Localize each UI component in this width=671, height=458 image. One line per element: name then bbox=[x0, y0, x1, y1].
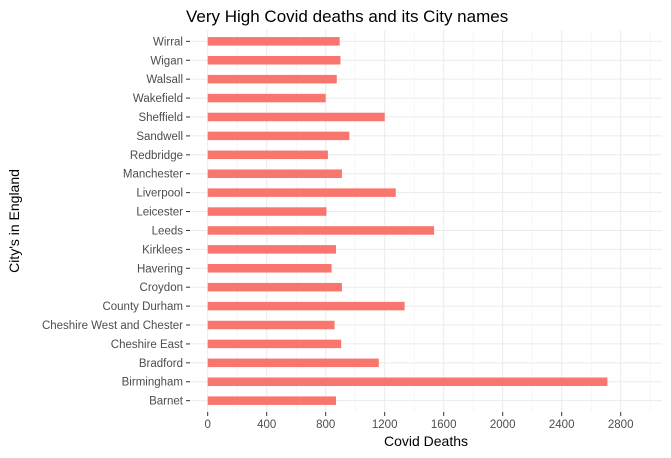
bar-redbridge bbox=[207, 150, 328, 160]
x-axis: 0 400 800 1200 1600 2000 2400 2800 bbox=[204, 412, 633, 431]
y-tick-label: Walsall bbox=[146, 74, 183, 86]
y-tick-label: Barnet bbox=[149, 396, 184, 408]
y-tick-label: Wirral bbox=[153, 36, 183, 48]
y-tick-label: Kirklees bbox=[142, 244, 183, 256]
bar-barnet bbox=[207, 396, 337, 405]
x-tick-label: 2000 bbox=[490, 419, 516, 431]
x-tick-label: 0 bbox=[204, 419, 210, 431]
bar-liverpool bbox=[207, 188, 396, 197]
x-axis-title: Covid Deaths bbox=[384, 433, 468, 449]
bar-wigan bbox=[207, 56, 341, 65]
y-tick-label: Bradford bbox=[139, 358, 183, 370]
bar-leeds bbox=[207, 226, 435, 235]
bar-sheffield bbox=[207, 112, 385, 122]
y-tick-label: Liverpool bbox=[136, 188, 183, 200]
bar-bradford bbox=[207, 358, 379, 368]
bar-havering bbox=[207, 264, 332, 273]
y-tick-label: Croydon bbox=[140, 282, 183, 294]
y-tick-label: Birmingham bbox=[122, 377, 183, 389]
y-tick-label: Cheshire West and Chester bbox=[42, 320, 183, 332]
x-tick-label: 800 bbox=[316, 419, 335, 431]
bar-cheshire-east bbox=[207, 339, 342, 349]
x-tick-label: 1200 bbox=[372, 419, 398, 431]
bars bbox=[207, 37, 608, 405]
bar-wirral bbox=[207, 37, 340, 46]
x-tick-label: 1600 bbox=[431, 419, 457, 431]
bar-leicester bbox=[207, 207, 327, 216]
y-axis-title: City's in England bbox=[6, 169, 22, 273]
y-tick-label: Wigan bbox=[150, 55, 183, 67]
y-axis: Barnet Birmingham Bradford Cheshire East Che… bbox=[42, 36, 190, 408]
panel-background bbox=[190, 30, 662, 412]
y-tick-label: Leicester bbox=[136, 207, 183, 219]
y-tick-label: Wakefield bbox=[133, 93, 183, 105]
bar-manchester bbox=[207, 169, 342, 178]
bar-sandwell bbox=[207, 131, 350, 141]
x-tick-label: 400 bbox=[257, 419, 276, 431]
bar-cheshire-west-and-chester bbox=[207, 320, 335, 330]
x-tick-label: 2400 bbox=[549, 419, 575, 431]
bar-birmingham bbox=[207, 377, 608, 386]
y-tick-label: Havering bbox=[137, 263, 183, 275]
bar-wakefield bbox=[207, 93, 326, 103]
bar-croydon bbox=[207, 282, 342, 292]
chart-title: Very High Covid deaths and its City name… bbox=[186, 7, 508, 26]
y-tick-label: Cheshire East bbox=[111, 339, 184, 351]
y-tick-label: Sheffield bbox=[138, 112, 183, 124]
y-tick-label: Sandwell bbox=[136, 131, 183, 143]
grid-lines bbox=[190, 30, 662, 412]
bar-county-durham bbox=[207, 301, 405, 311]
bar-walsall bbox=[207, 74, 337, 84]
y-tick-label: Manchester bbox=[123, 169, 183, 181]
x-tick-label: 2800 bbox=[608, 419, 634, 431]
y-tick-label: County Durham bbox=[102, 301, 183, 313]
y-tick-label: Redbridge bbox=[130, 150, 183, 162]
y-tick-label: Leeds bbox=[152, 225, 184, 237]
bar-kirklees bbox=[207, 245, 337, 254]
